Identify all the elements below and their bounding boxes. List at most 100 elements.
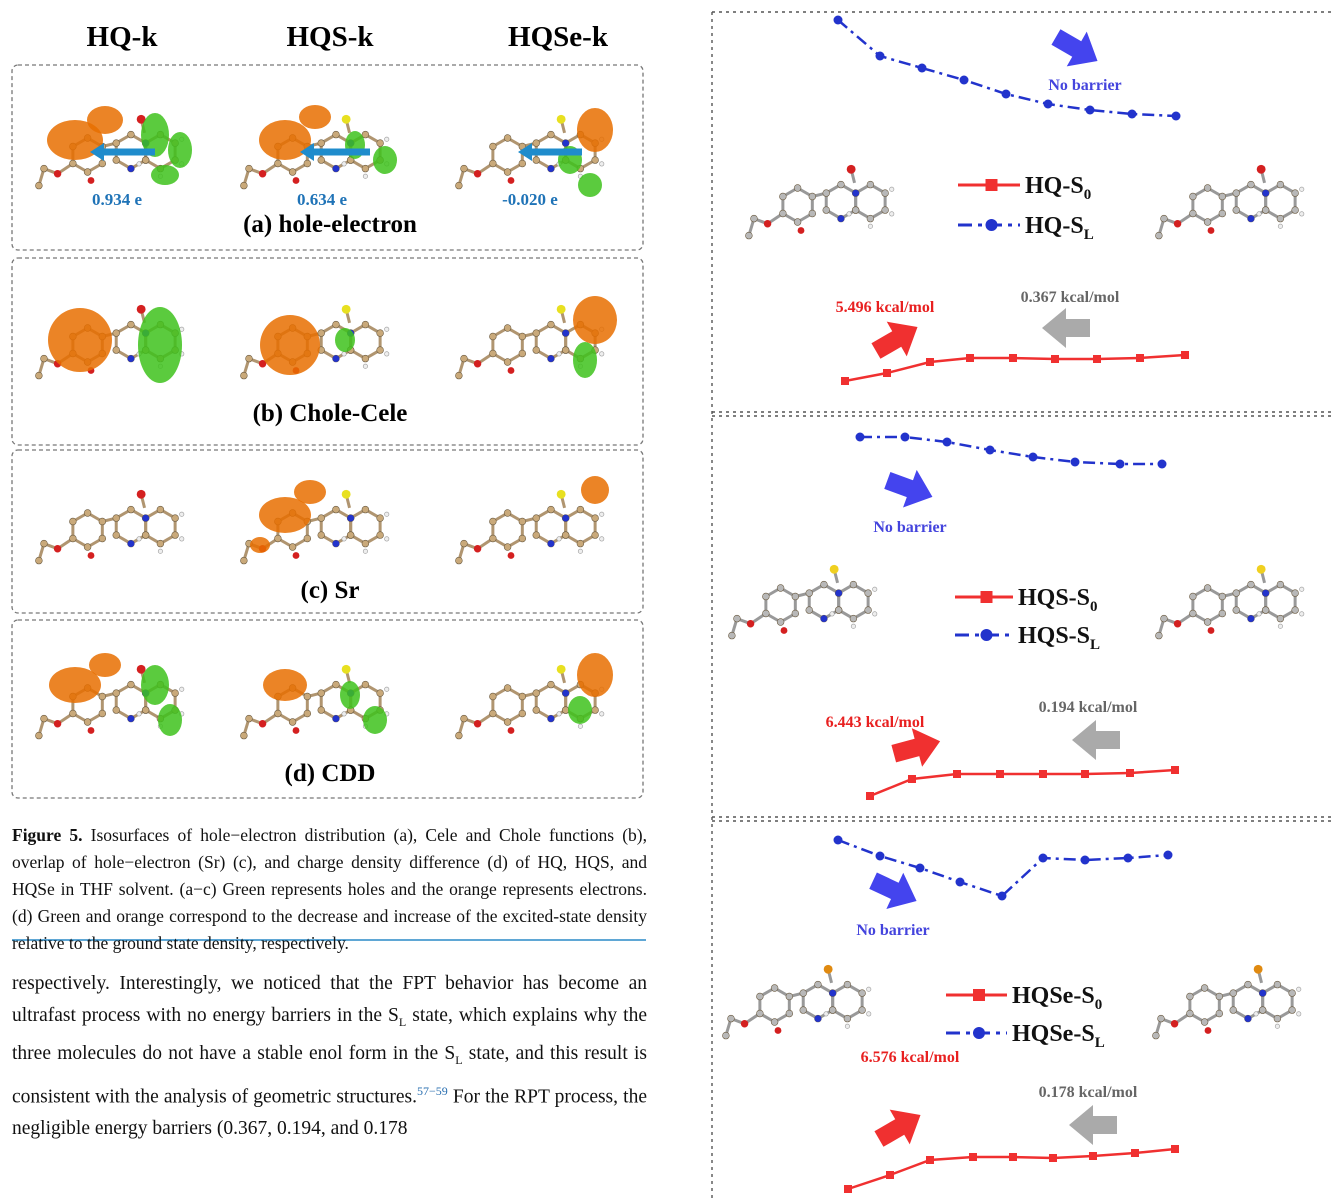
- nitrogen: [1259, 990, 1266, 997]
- atom: [1230, 1007, 1237, 1014]
- nitrogen: [1262, 190, 1269, 197]
- forward-barrier-label: 6.443 kcal/mol: [826, 714, 925, 731]
- atom: [1289, 990, 1296, 997]
- oxygen: [775, 1027, 782, 1034]
- atom: [41, 165, 48, 172]
- atom: [850, 615, 857, 622]
- atom: [142, 157, 149, 164]
- oxygen: [1205, 1027, 1212, 1034]
- atom: [734, 615, 741, 622]
- oxygen: [474, 545, 481, 552]
- atom: [800, 1007, 807, 1014]
- hydrogen: [158, 549, 162, 553]
- legend-marker: [981, 629, 993, 641]
- atom: [1259, 1007, 1266, 1014]
- atom: [333, 506, 340, 513]
- atom: [113, 707, 120, 714]
- atom: [562, 532, 569, 539]
- atom: [504, 169, 511, 176]
- hydrogen: [385, 352, 389, 356]
- nitrogen: [1248, 615, 1255, 622]
- atom: [504, 510, 511, 517]
- atom: [246, 715, 253, 722]
- hydrogen: [847, 212, 851, 216]
- isosurface: [263, 669, 307, 701]
- atom: [157, 540, 164, 547]
- atom: [455, 732, 462, 739]
- substituent: [847, 165, 856, 174]
- atom: [728, 1015, 735, 1022]
- s0-point: [1171, 766, 1179, 774]
- s0-point: [1131, 1149, 1139, 1157]
- atom: [128, 321, 135, 328]
- legend-name: HQSe-S: [1012, 1021, 1095, 1047]
- column-header: HQ-k: [87, 21, 159, 53]
- atom: [533, 347, 540, 354]
- hydrogen: [578, 549, 582, 553]
- atom: [1233, 207, 1240, 214]
- atom: [806, 607, 813, 614]
- oxygen: [508, 367, 515, 374]
- atom: [455, 182, 462, 189]
- s0-point: [926, 358, 934, 366]
- isosurface: [335, 328, 355, 352]
- atom: [1158, 1015, 1165, 1022]
- atom: [35, 182, 42, 189]
- oxygen: [1208, 227, 1215, 234]
- s0-point: [1093, 355, 1101, 363]
- isosurface: [577, 653, 613, 697]
- atom: [779, 193, 786, 200]
- substituent: [342, 490, 351, 499]
- atom: [289, 169, 296, 176]
- atom: [548, 131, 555, 138]
- s0-point: [1049, 1154, 1057, 1162]
- molecule: [745, 165, 893, 239]
- charge-transfer-label: -0.020 e: [502, 190, 558, 209]
- atom: [113, 690, 120, 697]
- isosurface: [577, 108, 613, 152]
- atom: [1245, 981, 1252, 988]
- nitrogen: [1245, 1015, 1252, 1022]
- s0-point: [841, 377, 849, 385]
- atom: [142, 532, 149, 539]
- atom: [1262, 607, 1269, 614]
- sl-point: [916, 864, 925, 873]
- atom: [318, 515, 325, 522]
- atom: [69, 535, 76, 542]
- sl-point: [876, 852, 885, 861]
- panel-label: (b) Chole-Cele: [253, 400, 408, 427]
- s0-point: [969, 1153, 977, 1161]
- atom: [1230, 990, 1237, 997]
- direction-arrow: [1046, 20, 1108, 79]
- atom: [577, 540, 584, 547]
- oxygen: [54, 545, 61, 552]
- sl-point: [1124, 854, 1133, 863]
- sl-point: [1172, 112, 1181, 121]
- nitrogen: [548, 715, 555, 722]
- forward-barrier-label: 6.576 kcal/mol: [861, 1049, 960, 1066]
- atom: [246, 355, 253, 362]
- atom: [829, 1007, 836, 1014]
- charge-transfer-label: 0.634 e: [297, 190, 348, 209]
- hydrogen: [385, 537, 389, 541]
- hydrogen: [845, 1024, 849, 1028]
- hydrogen: [180, 537, 184, 541]
- atom: [792, 593, 799, 600]
- isosurface: [260, 315, 320, 375]
- atom: [844, 981, 851, 988]
- atom: [1152, 1032, 1159, 1039]
- oxygen: [764, 220, 771, 227]
- atom: [882, 207, 889, 214]
- atom: [1274, 981, 1281, 988]
- hydrogen: [363, 364, 367, 368]
- sl-point: [834, 16, 843, 25]
- sl-point: [856, 433, 865, 442]
- sl-curve: [838, 20, 1176, 116]
- atom: [592, 157, 599, 164]
- legend-subscript: L: [1095, 1035, 1105, 1051]
- legend-name: HQS-S: [1018, 623, 1090, 649]
- oxygen: [1171, 1020, 1178, 1027]
- hydrogen: [873, 587, 877, 591]
- legend-marker: [973, 989, 985, 1001]
- hydrogen: [851, 624, 855, 628]
